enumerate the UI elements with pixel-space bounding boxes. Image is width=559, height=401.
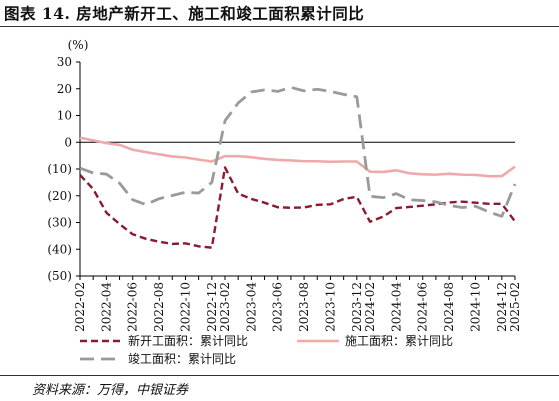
x-tick-label: 2022-06 bbox=[126, 282, 140, 332]
chart-axes: (%) 30 20 10 0 (10) (20) (30) (40) (50)2022-02 202… bbox=[47, 38, 522, 332]
series-line-3 bbox=[79, 86, 517, 218]
x-tick-label: 2022-10 bbox=[178, 282, 192, 332]
source-divider bbox=[0, 375, 559, 376]
legend-label-2: 施工面积：累计同比 bbox=[345, 334, 453, 348]
y-tick-label: (30) bbox=[47, 216, 72, 230]
x-tick-label: 2023-02 bbox=[218, 282, 232, 332]
source-note: 资料来源：万得，中银证券 bbox=[32, 383, 189, 398]
y-axis-unit: (%) bbox=[68, 38, 89, 52]
y-tick-label: (20) bbox=[47, 189, 72, 203]
x-tick-label: 2025-02 bbox=[508, 282, 522, 332]
y-tick-label: 0 bbox=[64, 135, 72, 149]
series-line-2 bbox=[79, 136, 516, 178]
y-tick-label: 10 bbox=[57, 109, 72, 123]
x-tick-label: 2022-08 bbox=[152, 282, 166, 332]
x-tick-label: 2023-10 bbox=[323, 282, 337, 332]
x-tick-label: 2023-08 bbox=[297, 282, 311, 332]
x-tick-label: 2023-06 bbox=[271, 282, 285, 332]
x-tick-label: 2024-10 bbox=[468, 282, 482, 332]
x-tick-label: 2024-04 bbox=[389, 282, 403, 332]
x-tick-label: 2023-12 bbox=[350, 282, 364, 332]
series-line-1 bbox=[79, 166, 516, 249]
y-tick-label: (50) bbox=[47, 269, 72, 283]
x-tick-label: 2024-06 bbox=[416, 282, 430, 332]
legend-label-3: 竣工面积：累计同比 bbox=[128, 351, 236, 366]
chart-series-layer bbox=[79, 86, 517, 249]
y-tick-label: 30 bbox=[57, 55, 72, 69]
x-tick-label: 2024-02 bbox=[363, 282, 377, 332]
y-tick-label: (10) bbox=[47, 162, 72, 176]
title-divider bbox=[0, 26, 559, 27]
x-tick-label: 2022-12 bbox=[205, 282, 219, 332]
y-tick-label: 20 bbox=[57, 82, 72, 96]
x-tick-label: 2022-04 bbox=[99, 282, 113, 332]
figure-title: 图表 14. 房地产新开工、施工和竣工面积累计同比 bbox=[4, 4, 365, 23]
legend-label-1: 新开工面积：累计同比 bbox=[128, 333, 248, 348]
x-tick-label: 2024-08 bbox=[442, 282, 456, 332]
x-tick-label: 2023-04 bbox=[244, 282, 258, 332]
x-tick-label: 2024-12 bbox=[495, 282, 509, 332]
x-tick-label: 2022-02 bbox=[73, 282, 87, 332]
line-chart: (%) 30 20 10 0 (10) (20) (30) (40) (50)2022-02 202… bbox=[47, 38, 522, 366]
y-tick-label: (40) bbox=[47, 242, 72, 256]
